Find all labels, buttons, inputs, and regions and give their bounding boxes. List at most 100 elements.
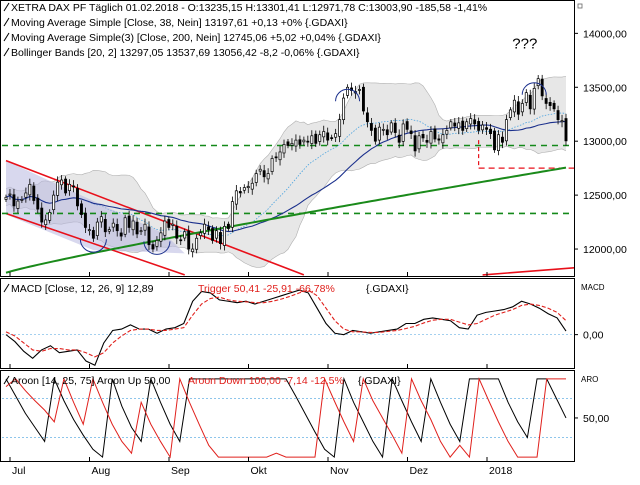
macd-y-tick-label: 0,00 <box>583 330 604 342</box>
candle-body <box>274 156 278 159</box>
candle-body <box>64 178 68 194</box>
price-legend: XETRA DAX PF Täglich 01.02.2018 - O:1323… <box>3 2 487 59</box>
candle-body <box>163 220 167 236</box>
candle-body <box>159 232 163 242</box>
candle-body <box>540 78 544 97</box>
price-scroll-marker <box>577 3 583 9</box>
candle-body <box>346 86 350 96</box>
candle-body <box>36 197 40 210</box>
candle-body <box>385 129 389 136</box>
candle-body <box>246 186 250 188</box>
candle-body <box>87 229 91 231</box>
candle-body <box>512 99 516 113</box>
annotation-layer: ??? <box>79 35 547 255</box>
candle-body <box>409 130 413 134</box>
candle-body <box>155 240 159 247</box>
legend-bollinger: Bollinger Bands [20, 2] 13297,05 13537,6… <box>11 47 360 59</box>
candle-body <box>373 127 377 142</box>
candle-body <box>433 128 437 140</box>
high-arc-1 <box>335 88 361 102</box>
candle-body <box>270 158 274 172</box>
legend-icon <box>3 2 10 12</box>
candle-body <box>131 220 135 231</box>
x-axis-label: Nov <box>330 465 349 477</box>
legend-ma200: Moving Average Simple(3) [Close, 200, Ne… <box>11 32 381 44</box>
aroon-legend: Aroon [14, 25, 75] Aroon Up 50,00 Aroon … <box>3 375 598 387</box>
candle-body <box>195 237 199 250</box>
candle-body <box>83 212 87 228</box>
candle-body <box>226 223 230 229</box>
legend-ma38: Moving Average Simple [Close, 38, Nein] … <box>11 17 348 29</box>
legend-macd: MACD [Close, 12, 26, 9] 12,89 <box>11 283 154 295</box>
candle-body <box>473 119 477 125</box>
candle-body <box>56 181 60 196</box>
candle-body <box>501 136 504 143</box>
candle-body <box>48 212 52 221</box>
candle-body <box>135 221 139 235</box>
candle-body <box>489 128 492 134</box>
price-y-tick-label: 12000,00 <box>583 244 627 256</box>
axes-layer: 14000,00 13500,00 13000,00 12500,00 12000,00… <box>9 3 627 477</box>
x-axis-label: Aug <box>92 465 111 477</box>
candle-body <box>544 98 548 104</box>
low-arc-1 <box>79 239 107 253</box>
candle-body <box>516 101 520 115</box>
candle-body <box>365 112 369 123</box>
candle-body <box>99 216 103 223</box>
candle-body <box>298 139 302 145</box>
candle-body <box>377 126 381 141</box>
candle-body <box>310 135 314 144</box>
candle-body <box>338 119 342 137</box>
trigger-line <box>5 289 567 358</box>
candle-body <box>302 139 306 143</box>
candle-body <box>91 230 95 239</box>
candle-body <box>290 143 294 146</box>
candle-body <box>76 188 79 207</box>
candle-body <box>477 121 481 131</box>
candle-body <box>278 151 282 161</box>
candle-body <box>453 122 457 127</box>
candle-body <box>437 138 441 141</box>
bollinger-upper <box>5 75 567 219</box>
candle-body <box>179 239 183 242</box>
candle-body <box>556 110 560 120</box>
moving-average-layer <box>5 120 567 274</box>
trend-line-lower <box>5 212 185 276</box>
candle-body <box>199 232 203 236</box>
candle-body <box>405 121 409 130</box>
candle-body <box>326 132 330 141</box>
candle-body <box>497 134 500 152</box>
candle-body <box>143 223 147 231</box>
candle-body <box>286 141 290 146</box>
candle-body <box>211 228 214 241</box>
macd-line <box>5 289 567 366</box>
candle-body <box>111 222 115 228</box>
candle-body <box>429 131 433 144</box>
candle-body <box>258 168 262 172</box>
candle-body <box>362 86 365 112</box>
candle-body <box>445 130 449 135</box>
candle-body <box>95 221 99 236</box>
aroon-side-label: ARO <box>581 375 598 384</box>
candle-body <box>461 120 465 131</box>
candle-body <box>28 183 32 196</box>
aroon-down-line <box>5 376 566 459</box>
candle-body <box>358 89 361 91</box>
trend-line-rising <box>482 267 574 276</box>
legend-macd-symbol: {.GDAXI} <box>366 283 409 295</box>
candle-body <box>282 144 286 154</box>
candle-body <box>393 122 397 133</box>
candle-body <box>219 232 222 244</box>
ma38-line <box>5 120 567 233</box>
candle-body <box>508 109 512 118</box>
price-y-tick-label: 14000,00 <box>583 28 627 40</box>
candle-body <box>318 134 322 142</box>
legend-trigger: Trigger 50,41 -25,91 -66,78% <box>198 283 335 295</box>
candle-body <box>564 118 568 142</box>
candle-body <box>68 183 71 191</box>
candle-body <box>250 182 254 190</box>
candle-body <box>12 194 16 207</box>
candle-body <box>32 185 36 201</box>
candle-body <box>322 131 326 138</box>
candle-body <box>421 133 425 139</box>
